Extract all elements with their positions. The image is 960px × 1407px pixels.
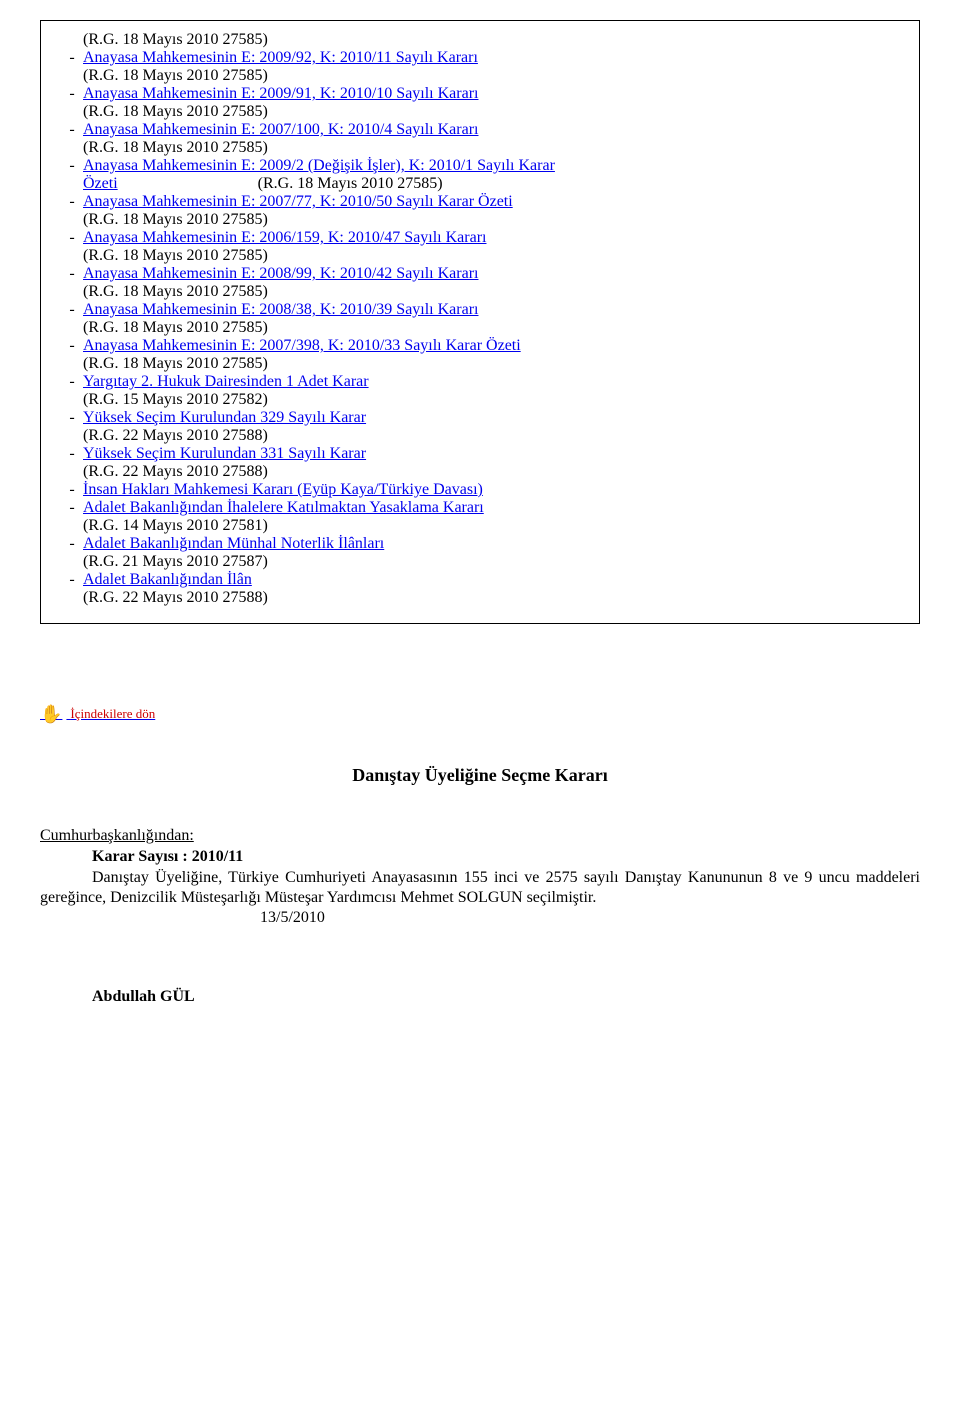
rg-reference: (R.G. 18 Mayıs 2010 27585) bbox=[61, 247, 899, 265]
rg-reference: (R.G. 18 Mayıs 2010 27585) bbox=[61, 139, 899, 157]
list-item: -Yüksek Seçim Kurulundan 331 Sayılı Kara… bbox=[61, 445, 899, 463]
dash: - bbox=[61, 445, 83, 463]
decision-link[interactable]: Adalet Bakanlığından İhalelere Katılmakt… bbox=[83, 499, 484, 516]
back-label: İçindekilere dön bbox=[70, 706, 155, 721]
list-item: -Yüksek Seçim Kurulundan 329 Sayılı Kara… bbox=[61, 409, 899, 427]
dash: - bbox=[61, 157, 83, 175]
dash: - bbox=[61, 265, 83, 283]
decision-link[interactable]: Yüksek Seçim Kurulundan 329 Sayılı Karar bbox=[83, 409, 366, 426]
dash: - bbox=[61, 499, 83, 517]
back-icon: ✋ bbox=[40, 704, 62, 724]
list-item: -Adalet Bakanlığından İhalelere Katılmak… bbox=[61, 499, 899, 517]
article-date: 13/5/2010 bbox=[40, 909, 920, 927]
decision-link[interactable]: İnsan Hakları Mahkemesi Kararı (Eyüp Kay… bbox=[83, 481, 483, 498]
dash: - bbox=[61, 193, 83, 211]
decision-link[interactable]: Yüksek Seçim Kurulundan 331 Sayılı Karar bbox=[83, 445, 366, 462]
rg-reference: (R.G. 18 Mayıs 2010 27585) bbox=[61, 103, 899, 121]
rg-reference: (R.G. 22 Mayıs 2010 27588) bbox=[61, 463, 899, 481]
decision-link[interactable]: Anayasa Mahkemesinin E: 2009/92, K: 2010… bbox=[83, 49, 478, 66]
karar-sayisi: Karar Sayısı : 2010/11 bbox=[40, 847, 920, 868]
list-item: -Yargıtay 2. Hukuk Dairesinden 1 Adet Ka… bbox=[61, 373, 899, 391]
article-signer: Abdullah GÜL bbox=[40, 987, 920, 1008]
list-item: -Anayasa Mahkemesinin E: 2008/99, K: 201… bbox=[61, 265, 899, 283]
decision-link[interactable]: Adalet Bakanlığından İlân bbox=[83, 571, 252, 588]
dash: - bbox=[61, 85, 83, 103]
article-body: Danıştay Üyeliğine, Türkiye Cumhuriyeti … bbox=[40, 868, 920, 910]
decision-link[interactable]: Yargıtay 2. Hukuk Dairesinden 1 Adet Kar… bbox=[83, 373, 369, 390]
rg-reference: (R.G. 18 Mayıs 2010 27585) bbox=[258, 175, 443, 192]
rg-reference: (R.G. 18 Mayıs 2010 27585) bbox=[61, 31, 899, 49]
decision-link-ozeti[interactable]: Özeti bbox=[83, 175, 118, 193]
rg-reference: (R.G. 22 Mayıs 2010 27588) bbox=[61, 427, 899, 445]
list-item: -Anayasa Mahkemesinin E: 2007/398, K: 20… bbox=[61, 337, 899, 355]
list-item-continuation: Özeti (R.G. 18 Mayıs 2010 27585) bbox=[61, 175, 899, 193]
karar-sayisi-label: Karar Sayısı : 2010/11 bbox=[92, 848, 243, 865]
dash: - bbox=[61, 337, 83, 355]
dash: - bbox=[61, 229, 83, 247]
dash: - bbox=[61, 571, 83, 589]
rg-reference: (R.G. 21 Mayıs 2010 27587) bbox=[61, 553, 899, 571]
decision-link[interactable]: Anayasa Mahkemesinin E: 2007/398, K: 201… bbox=[83, 337, 521, 354]
rg-reference: (R.G. 18 Mayıs 2010 27585) bbox=[61, 355, 899, 373]
decision-link[interactable]: Anayasa Mahkemesinin E: 2008/38, K: 2010… bbox=[83, 301, 478, 318]
rg-reference: (R.G. 18 Mayıs 2010 27585) bbox=[61, 211, 899, 229]
rg-reference: (R.G. 18 Mayıs 2010 27585) bbox=[61, 283, 899, 301]
rg-reference: (R.G. 18 Mayıs 2010 27585) bbox=[61, 319, 899, 337]
dash: - bbox=[61, 373, 83, 391]
list-item: -Anayasa Mahkemesinin E: 2009/2 (Değişik… bbox=[61, 157, 899, 175]
dash: - bbox=[61, 409, 83, 427]
decisions-box: (R.G. 18 Mayıs 2010 27585)-Anayasa Mahke… bbox=[40, 20, 920, 624]
decision-link[interactable]: Anayasa Mahkemesinin E: 2009/91, K: 2010… bbox=[83, 85, 478, 102]
decision-link[interactable]: Anayasa Mahkemesinin E: 2009/2 (Değişik … bbox=[83, 157, 555, 174]
dash: - bbox=[61, 49, 83, 67]
rg-reference: (R.G. 14 Mayıs 2010 27581) bbox=[61, 517, 899, 535]
list-item: -Anayasa Mahkemesinin E: 2008/38, K: 201… bbox=[61, 301, 899, 319]
decision-link[interactable]: Anayasa Mahkemesinin E: 2006/159, K: 201… bbox=[83, 229, 486, 246]
rg-reference: (R.G. 18 Mayıs 2010 27585) bbox=[61, 67, 899, 85]
list-item: -İnsan Hakları Mahkemesi Kararı (Eyüp Ka… bbox=[61, 481, 899, 499]
list-item: -Anayasa Mahkemesinin E: 2007/77, K: 201… bbox=[61, 193, 899, 211]
dash: - bbox=[61, 535, 83, 553]
rg-reference: (R.G. 22 Mayıs 2010 27588) bbox=[61, 589, 899, 607]
article-source: Cumhurbaşkanlığından: bbox=[40, 826, 920, 847]
decision-link[interactable]: Anayasa Mahkemesinin E: 2007/77, K: 2010… bbox=[83, 193, 513, 210]
list-item: -Anayasa Mahkemesinin E: 2007/100, K: 20… bbox=[61, 121, 899, 139]
dash: - bbox=[61, 301, 83, 319]
article-title: Danıştay Üyeliğine Seçme Kararı bbox=[40, 765, 920, 786]
decision-link[interactable]: Anayasa Mahkemesinin E: 2008/99, K: 2010… bbox=[83, 265, 478, 282]
list-item: -Anayasa Mahkemesinin E: 2006/159, K: 20… bbox=[61, 229, 899, 247]
list-item: -Anayasa Mahkemesinin E: 2009/92, K: 201… bbox=[61, 49, 899, 67]
list-item: -Adalet Bakanlığından Münhal Noterlik İl… bbox=[61, 535, 899, 553]
decision-link[interactable]: Adalet Bakanlığından Münhal Noterlik İlâ… bbox=[83, 535, 384, 552]
back-to-contents-link[interactable]: ✋ İçindekilere dön bbox=[40, 704, 155, 725]
rg-reference: (R.G. 15 Mayıs 2010 27582) bbox=[61, 391, 899, 409]
list-item: -Adalet Bakanlığından İlân bbox=[61, 571, 899, 589]
list-item: -Anayasa Mahkemesinin E: 2009/91, K: 201… bbox=[61, 85, 899, 103]
dash: - bbox=[61, 121, 83, 139]
decision-link[interactable]: Anayasa Mahkemesinin E: 2007/100, K: 201… bbox=[83, 121, 478, 138]
dash: - bbox=[61, 481, 83, 499]
